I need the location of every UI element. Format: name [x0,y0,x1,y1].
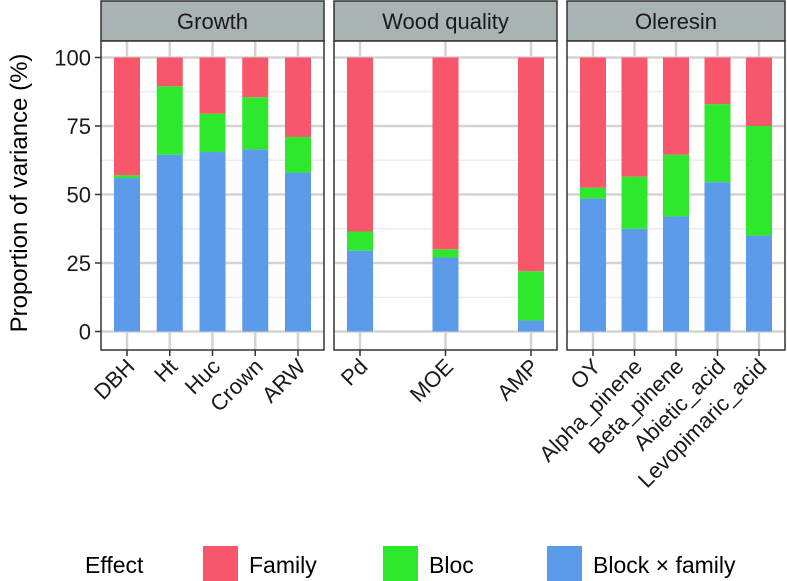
bar-segment-family [199,57,226,114]
bar-segment-bloc [156,86,183,155]
x-tick-label: Ht [149,354,182,387]
bar-segment-bloc [621,176,648,229]
x-tick-label: Pd [336,354,373,391]
bar-segment-family [621,57,648,177]
bar-segment-bloc [199,113,226,153]
bar-segment-block-family [663,216,689,332]
bar-segment-block-family [242,149,269,332]
bar-segment-family [704,57,731,105]
bar-segment-block-family [285,172,311,332]
bar-segment-bloc [347,231,373,251]
bar-segment-block-family [114,178,140,332]
panel-strip-title: Wood quality [382,9,509,34]
bar-segment-family [114,57,140,176]
legend-key [547,546,582,581]
bar-segment-bloc [746,126,772,236]
bar-segment-family [432,57,459,250]
bar-segment-block-family [432,257,459,332]
y-axis: 0 25 50 75 100 [54,46,101,345]
bar-segment-bloc [704,104,731,183]
panel-strip-title: Oleresin [635,9,717,34]
bar-segment-block-family [518,320,544,332]
bar-segment-block-family [199,152,226,332]
bar-segment-block-family [746,235,772,332]
x-tick-label: DBH [89,354,140,405]
bar-segment-family [242,57,269,98]
bar-segment-family [518,57,544,272]
legend-key [383,546,418,581]
bar-segment-block-family [156,154,183,332]
bar-segment-bloc [580,187,606,199]
bar-segment-block-family [621,228,648,332]
legend: Effect Family Bloc Block × family [85,546,736,581]
legend-label: Family [249,552,317,578]
panel-strip [566,0,786,42]
x-tick-label: ARW [257,354,311,408]
bar-segment-family [663,57,689,155]
legend-key [203,546,238,581]
bar-segment-bloc [285,136,311,173]
bar-segment-bloc [663,154,689,217]
bar-segment-family [746,57,772,126]
bar-segment-bloc [432,249,459,258]
bar-segment-bloc [114,175,140,179]
y-tick-label: 50 [67,183,91,208]
legend-label: Bloc [429,552,474,578]
y-tick-label: 100 [54,46,91,71]
legend-label: Block × family [593,552,736,578]
y-tick-label: 0 [79,320,91,345]
bar-segment-block-family [347,250,373,332]
bar-segment-bloc [518,271,544,321]
y-tick-label: 25 [67,251,91,276]
panel-strip-title: Growth [177,9,248,34]
bar-segment-family [285,57,311,137]
bar-segment-block-family [580,198,606,332]
panel-strip [100,0,325,42]
bar-segment-bloc [242,97,269,150]
bar-segment-family [347,57,373,232]
x-tick-label: AMP [492,354,543,405]
y-axis-title: Proportion of variance (%) [6,54,33,333]
bar-segment-block-family [704,182,731,332]
x-tick-label: MOE [405,354,458,407]
panel-oleresin: OleresinOYAlpha_pineneBeta_pineneAbietic… [534,0,786,493]
bar-segment-family [156,57,183,87]
y-tick-label: 75 [67,114,91,139]
panel-wood-quality: Wood quality Pd MOE AMP [333,0,558,407]
legend-title: Effect [85,552,144,578]
bar-segment-family [580,57,606,188]
